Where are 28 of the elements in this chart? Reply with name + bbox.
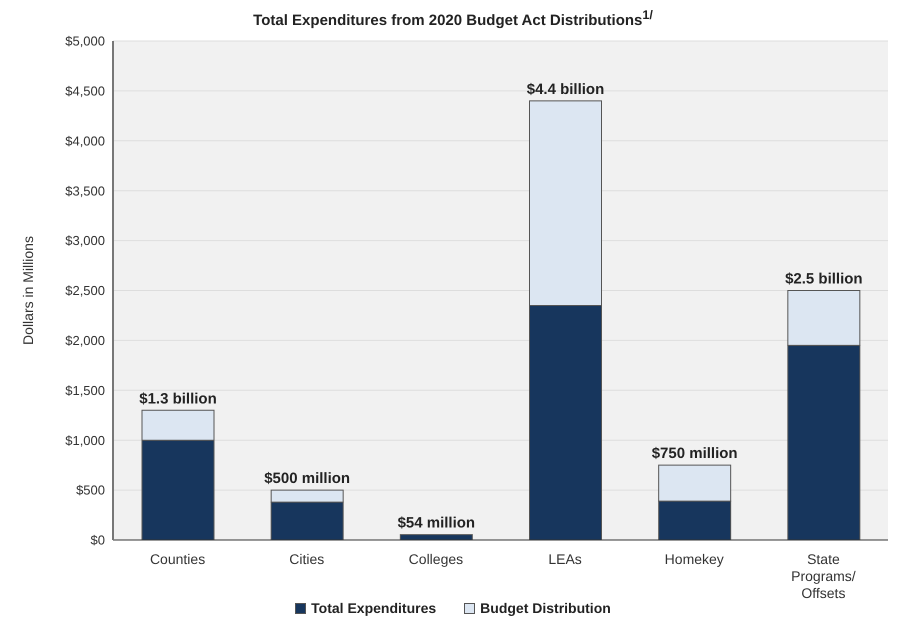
legend-label: Budget Distribution xyxy=(480,600,611,616)
chart-title: Total Expenditures from 2020 Budget Act Distributions$^{1/}$ xyxy=(252,8,654,29)
x-tick-label: LEAs xyxy=(548,551,582,567)
total-label: $750 million xyxy=(652,445,738,462)
total-label: $54 million xyxy=(398,514,476,532)
x-tick-label: Colleges xyxy=(408,551,464,567)
y-tick-label: $4,500 xyxy=(65,84,105,99)
total-label: $500 million xyxy=(264,470,350,488)
y-tick-label: $2,500 xyxy=(65,283,105,298)
y-tick-label: $3,000 xyxy=(65,233,105,248)
x-tick-label: State Programs/ Offsets xyxy=(791,551,856,601)
y-tick-label: $4,000 xyxy=(65,133,105,148)
legend-label: Total Expenditures xyxy=(311,600,436,616)
y-tick-label: $500 xyxy=(76,482,105,498)
y-tick-label: $5,000 xyxy=(65,34,105,49)
total-label: $1.3 billion xyxy=(139,390,217,408)
x-tick-label: Cities xyxy=(289,551,324,567)
y-tick-label: $1,500 xyxy=(65,382,105,398)
total-label: $4.4 billion xyxy=(526,80,604,98)
y-axis-title: Dollars in Millions xyxy=(20,236,36,345)
y-tick-label: $3,500 xyxy=(65,183,105,198)
x-tick-label: Homekey xyxy=(664,551,724,567)
x-tick-label: Counties xyxy=(150,551,206,567)
bar xyxy=(400,534,473,540)
y-tick-label: $1,000 xyxy=(65,432,105,448)
y-tick-label: $2,000 xyxy=(65,333,105,348)
y-tick-label: $0 xyxy=(90,532,105,548)
total-label: $2.5 billion xyxy=(785,270,863,288)
